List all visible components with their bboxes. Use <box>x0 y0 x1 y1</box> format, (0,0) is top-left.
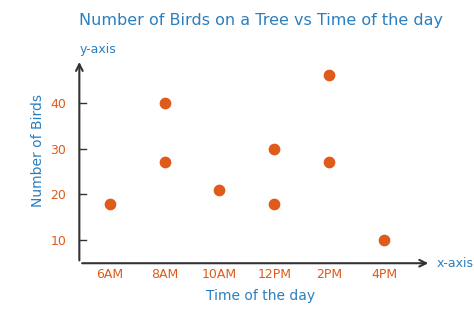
Point <box>161 100 168 105</box>
Point <box>326 160 333 165</box>
Text: x-axis: x-axis <box>437 257 474 270</box>
Point <box>161 160 168 165</box>
Y-axis label: Number of Birds: Number of Birds <box>31 94 45 207</box>
Point <box>216 187 223 192</box>
Title: Number of Birds on a Tree vs Time of the day: Number of Birds on a Tree vs Time of the… <box>79 13 443 28</box>
Point <box>326 73 333 78</box>
Point <box>381 238 388 243</box>
X-axis label: Time of the day: Time of the day <box>206 290 315 303</box>
Text: y-axis: y-axis <box>79 43 116 56</box>
Point <box>271 146 278 151</box>
Point <box>106 201 113 206</box>
Point <box>271 201 278 206</box>
